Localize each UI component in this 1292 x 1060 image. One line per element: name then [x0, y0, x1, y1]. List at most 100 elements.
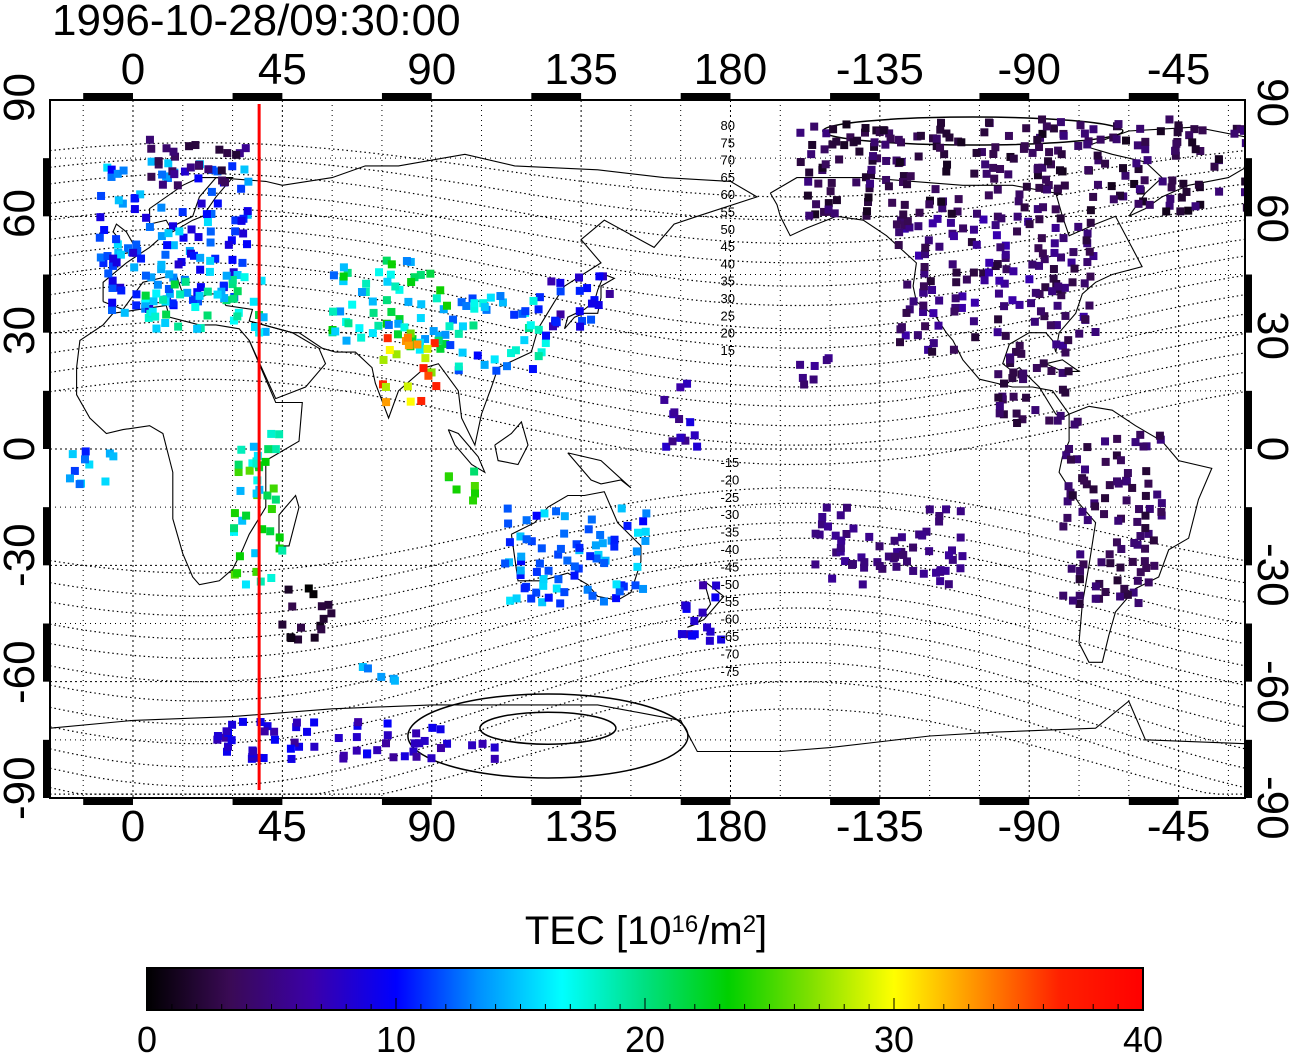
tec-cell — [1057, 291, 1066, 300]
tec-cell — [556, 599, 565, 608]
tec-cell — [251, 549, 260, 558]
tec-cell — [1101, 437, 1110, 446]
tec-cell — [319, 614, 328, 623]
tec-cell — [1008, 374, 1017, 383]
tec-cell — [152, 289, 161, 298]
coastline-cuba — [1045, 359, 1081, 372]
tec-cell — [1062, 451, 1071, 460]
tec-cell — [208, 165, 217, 174]
tec-cell — [145, 222, 154, 231]
tec-cell — [548, 322, 557, 331]
tec-cell — [575, 286, 584, 295]
tec-cell — [1136, 532, 1145, 541]
tec-cell — [327, 609, 336, 618]
tec-cell — [1241, 188, 1245, 197]
tec-cell — [142, 213, 151, 222]
tec-cell — [1044, 157, 1053, 166]
tec-cell — [924, 345, 933, 354]
tec-cell — [148, 307, 157, 316]
tec-cell — [1123, 469, 1132, 478]
tec-cell — [560, 512, 569, 521]
tec-cell — [556, 287, 565, 296]
tec-cell — [552, 584, 561, 593]
tec-cell — [864, 193, 873, 202]
tec-cell — [835, 155, 844, 164]
tec-cell — [470, 482, 479, 491]
tec-cell — [194, 174, 203, 183]
tec-cell — [1157, 507, 1166, 516]
tec-cell — [1061, 348, 1070, 357]
tec-cell — [1004, 131, 1013, 140]
contour-line — [50, 537, 1245, 640]
tec-cell — [1050, 248, 1059, 257]
tec-cell — [1141, 491, 1150, 500]
tec-cell — [233, 287, 242, 296]
tec-cell — [1130, 179, 1139, 188]
tec-cell — [239, 229, 248, 238]
tec-cell — [108, 306, 117, 315]
tec-cell — [919, 569, 928, 578]
tec-cell — [863, 207, 872, 216]
tec-cell — [421, 354, 430, 363]
tec-cell — [991, 262, 1000, 271]
tec-cell — [424, 371, 433, 380]
tec-cell — [805, 168, 814, 177]
tec-cell — [1140, 176, 1149, 185]
tec-cell — [884, 552, 893, 561]
tec-cell — [857, 553, 866, 562]
tec-cell — [583, 585, 592, 594]
tec-cell — [971, 333, 980, 342]
tec-cell — [668, 437, 677, 446]
tec-cell — [1083, 516, 1092, 525]
tec-cell — [989, 150, 998, 159]
tec-cell — [406, 397, 415, 406]
contour-label: 25 — [720, 308, 734, 323]
coastline-africa — [76, 304, 303, 586]
tec-cell — [944, 580, 953, 589]
tec-cell — [362, 279, 371, 288]
tec-cell — [900, 221, 909, 230]
tec-cell — [1036, 307, 1045, 316]
tec-cell — [231, 227, 240, 236]
tec-cell — [108, 283, 117, 292]
tec-cell — [233, 312, 242, 321]
left-frame-bar — [43, 158, 50, 217]
tec-cell — [918, 531, 927, 540]
tec-cell — [415, 739, 424, 748]
tec-cell — [959, 224, 968, 233]
tec-cell — [1241, 139, 1245, 148]
tec-cell — [147, 273, 156, 282]
tec-cell — [1009, 154, 1018, 163]
tec-cell — [136, 190, 145, 199]
tec-cell — [1076, 550, 1085, 559]
tec-cell — [866, 179, 875, 188]
tec-cell — [213, 167, 222, 176]
tec-cell — [953, 207, 962, 216]
tec-cell — [382, 398, 391, 407]
tec-cell — [245, 466, 254, 475]
tec-cell — [119, 166, 128, 175]
tec-cell — [144, 313, 153, 322]
tec-cell — [575, 543, 584, 552]
tec-cell — [374, 321, 383, 330]
tec-cell — [468, 741, 477, 750]
tec-cell — [980, 276, 989, 285]
tec-cell — [416, 314, 425, 323]
tec-cell — [800, 380, 809, 389]
tec-cell — [1157, 499, 1166, 508]
tec-cell — [1053, 301, 1062, 310]
tec-cell — [234, 460, 243, 469]
tec-cell — [1038, 163, 1047, 172]
tec-cell — [698, 608, 707, 617]
tec-cell — [837, 536, 846, 545]
tec-cell — [290, 738, 299, 747]
tec-cell — [909, 297, 918, 306]
tec-cell — [1128, 483, 1137, 492]
tec-cell — [490, 743, 499, 752]
coastline-arabia — [248, 320, 327, 400]
tec-cell — [1068, 491, 1077, 500]
tec-cell — [384, 320, 393, 329]
tec-cell — [151, 312, 160, 321]
tec-cell — [1112, 451, 1121, 460]
tec-cell — [237, 445, 246, 454]
